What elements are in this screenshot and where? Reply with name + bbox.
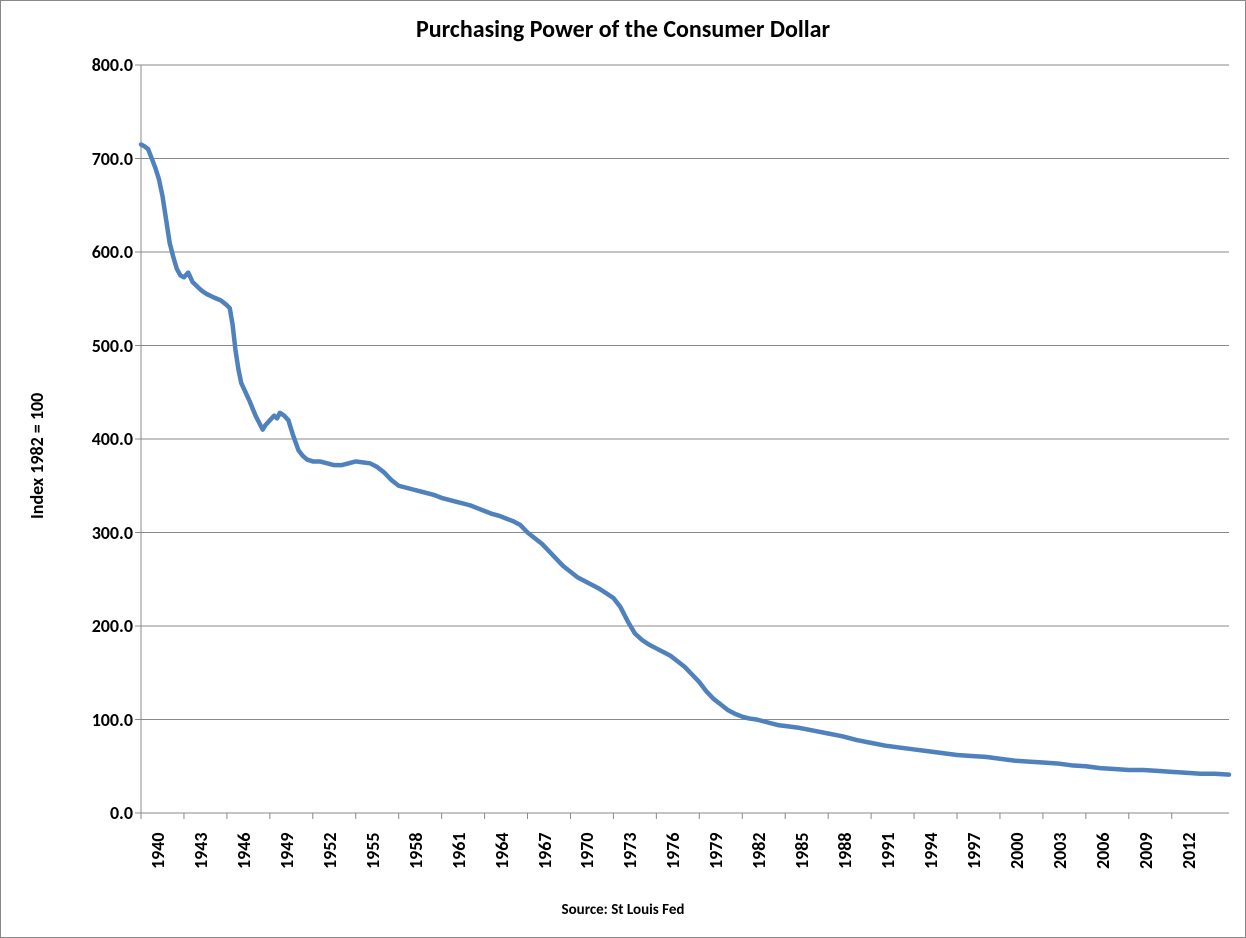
- x-tick-label: 1988: [834, 833, 856, 870]
- x-tick-label: 1946: [233, 833, 255, 870]
- x-tick-label: 1958: [405, 833, 427, 870]
- y-tick-label: 100.0: [63, 709, 133, 731]
- chart-plot-area: [141, 65, 1229, 813]
- x-tick-label: 1940: [147, 833, 169, 870]
- x-tick-label: 1961: [448, 833, 470, 870]
- x-tick-label: 2006: [1092, 833, 1114, 870]
- x-tick-label: 2003: [1049, 833, 1071, 870]
- x-tick-label: 1970: [576, 833, 598, 870]
- x-tick-label: 1964: [491, 833, 513, 870]
- x-tick-label: 1955: [362, 833, 384, 870]
- y-tick-label: 500.0: [63, 335, 133, 357]
- x-tick-label: 1973: [619, 833, 641, 870]
- x-tick-label: 1985: [791, 833, 813, 870]
- x-tick-label: 1967: [534, 833, 556, 870]
- chart-frame: Purchasing Power of the Consumer Dollar …: [0, 0, 1246, 938]
- x-tick-label: 1976: [662, 833, 684, 870]
- x-tick-label: 2009: [1135, 833, 1157, 870]
- x-tick-label: 1943: [190, 833, 212, 870]
- y-tick-label: 800.0: [63, 54, 133, 76]
- y-tick-label: 200.0: [63, 615, 133, 637]
- chart-title: Purchasing Power of the Consumer Dollar: [1, 15, 1245, 44]
- x-tick-label: 1991: [877, 833, 899, 870]
- y-tick-label: 0.0: [63, 802, 133, 824]
- source-label: Source: St Louis Fed: [1, 901, 1245, 919]
- x-tick-label: 2012: [1178, 833, 1200, 870]
- y-axis-label: Index 1982 = 100: [26, 479, 48, 519]
- y-tick-label: 700.0: [63, 148, 133, 170]
- x-tick-label: 1979: [705, 833, 727, 870]
- x-tick-label: 1994: [920, 833, 942, 870]
- x-tick-label: 1949: [276, 833, 298, 870]
- y-tick-label: 600.0: [63, 241, 133, 263]
- y-tick-label: 300.0: [63, 522, 133, 544]
- x-tick-label: 1952: [319, 833, 341, 870]
- x-tick-label: 2000: [1006, 833, 1028, 870]
- x-tick-label: 1997: [963, 833, 985, 870]
- x-tick-label: 1982: [748, 833, 770, 870]
- y-tick-label: 400.0: [63, 428, 133, 450]
